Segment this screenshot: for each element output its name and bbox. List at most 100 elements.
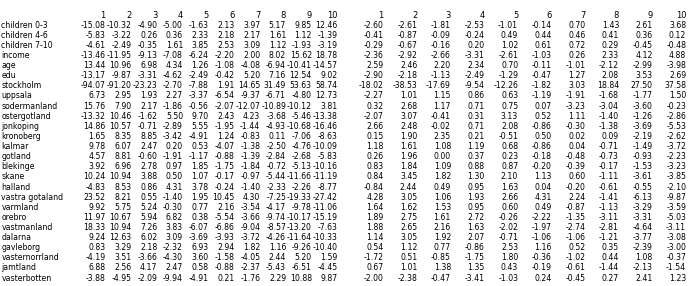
Text: 0.58: 0.58 xyxy=(192,263,209,273)
Text: -2.53: -2.53 xyxy=(464,21,484,30)
Text: 9.78: 9.78 xyxy=(89,142,105,151)
Text: -3.66: -3.66 xyxy=(240,213,260,222)
Text: 6.73: 6.73 xyxy=(89,92,105,100)
Text: -4.64: -4.64 xyxy=(633,223,652,232)
Text: -4.62: -4.62 xyxy=(163,71,183,80)
Text: -11.64: -11.64 xyxy=(287,233,312,242)
Text: 1.09: 1.09 xyxy=(433,162,451,171)
Text: 2.69: 2.69 xyxy=(669,71,686,80)
Text: -2.18: -2.18 xyxy=(398,71,418,80)
Text: 18.78: 18.78 xyxy=(316,51,338,60)
Text: 1.53: 1.53 xyxy=(433,203,451,212)
Text: -2.19: -2.19 xyxy=(633,132,652,141)
Text: 0.37: 0.37 xyxy=(467,152,484,161)
Text: 0.50: 0.50 xyxy=(166,172,183,181)
Text: -0.17: -0.17 xyxy=(214,172,234,181)
Text: -2.26: -2.26 xyxy=(292,182,312,192)
Text: -1.76: -1.76 xyxy=(240,274,260,283)
Text: 5.50: 5.50 xyxy=(166,112,183,121)
Text: 1.89: 1.89 xyxy=(367,213,384,222)
Text: -13.17: -13.17 xyxy=(81,71,105,80)
Text: -2.13: -2.13 xyxy=(633,263,652,273)
Text: -1.06: -1.06 xyxy=(566,233,586,242)
Text: -4.95: -4.95 xyxy=(112,274,132,283)
Text: 0.26: 0.26 xyxy=(367,152,384,161)
Text: -13.32: -13.32 xyxy=(81,112,105,121)
Text: 1.19: 1.19 xyxy=(467,142,484,151)
Text: -2.20: -2.20 xyxy=(215,51,234,60)
Text: children 7-10: children 7-10 xyxy=(1,41,53,50)
Text: -8.57: -8.57 xyxy=(266,223,286,232)
Text: -6.51: -6.51 xyxy=(292,263,312,273)
Text: -3.31: -3.31 xyxy=(137,71,157,80)
Text: 1.90: 1.90 xyxy=(400,132,418,141)
Text: -1.29: -1.29 xyxy=(498,71,518,80)
Text: 2.59: 2.59 xyxy=(367,61,384,70)
Text: -2.61: -2.61 xyxy=(498,51,518,60)
Text: -4.30: -4.30 xyxy=(163,253,183,262)
Text: jamtland: jamtland xyxy=(1,263,37,273)
Text: -3.72: -3.72 xyxy=(666,142,686,151)
Text: edu: edu xyxy=(1,71,16,80)
Text: 2.65: 2.65 xyxy=(400,223,418,232)
Text: -6.07: -6.07 xyxy=(189,223,209,232)
Text: -4.91: -4.91 xyxy=(189,274,209,283)
Text: -1.19: -1.19 xyxy=(532,92,552,100)
Text: -4.17: -4.17 xyxy=(266,203,286,212)
Text: 9.87: 9.87 xyxy=(320,274,338,283)
Text: -1.62: -1.62 xyxy=(137,112,157,121)
Text: -9.74: -9.74 xyxy=(266,213,286,222)
Text: 8: 8 xyxy=(280,11,286,19)
Text: -0.48: -0.48 xyxy=(566,152,586,161)
Text: -3.66: -3.66 xyxy=(137,253,157,262)
Text: -1.58: -1.58 xyxy=(214,253,234,262)
Text: -1.13: -1.13 xyxy=(431,71,451,80)
Text: 5.24: 5.24 xyxy=(140,203,157,212)
Text: 0.49: 0.49 xyxy=(433,182,451,192)
Text: 18.33: 18.33 xyxy=(83,223,105,232)
Text: 58.74: 58.74 xyxy=(316,82,338,90)
Text: -0.02: -0.02 xyxy=(431,122,451,131)
Text: -23.23: -23.23 xyxy=(132,82,157,90)
Text: -0.47: -0.47 xyxy=(431,274,451,283)
Text: -3.54: -3.54 xyxy=(240,203,260,212)
Text: 2: 2 xyxy=(412,11,418,19)
Text: -4.61: -4.61 xyxy=(85,41,105,50)
Text: -1.21: -1.21 xyxy=(599,233,619,242)
Text: -1.75: -1.75 xyxy=(464,253,484,262)
Text: -1.91: -1.91 xyxy=(163,152,183,161)
Text: -3.85: -3.85 xyxy=(666,172,686,181)
Text: 3.51: 3.51 xyxy=(114,253,132,262)
Text: 1.24: 1.24 xyxy=(217,132,234,141)
Text: -3.08: -3.08 xyxy=(666,233,686,242)
Text: -0.23: -0.23 xyxy=(666,102,686,111)
Text: -1.02: -1.02 xyxy=(566,253,586,262)
Text: -0.41: -0.41 xyxy=(431,112,451,121)
Text: jonkoping: jonkoping xyxy=(1,122,39,131)
Text: 4.30: 4.30 xyxy=(243,193,260,202)
Text: 1.61: 1.61 xyxy=(269,31,286,40)
Text: 4.31: 4.31 xyxy=(165,182,183,192)
Text: -38.53: -38.53 xyxy=(393,82,418,90)
Text: 2.46: 2.46 xyxy=(400,61,418,70)
Text: 9: 9 xyxy=(648,11,652,19)
Text: 4.57: 4.57 xyxy=(88,152,105,161)
Text: 0.51: 0.51 xyxy=(400,253,418,262)
Text: 0.38: 0.38 xyxy=(192,213,209,222)
Text: -1.13: -1.13 xyxy=(599,203,619,212)
Text: sodermanland: sodermanland xyxy=(1,102,58,111)
Text: 6.02: 6.02 xyxy=(140,233,157,242)
Text: -1.40: -1.40 xyxy=(599,112,619,121)
Text: 0.44: 0.44 xyxy=(535,31,552,40)
Text: -4.26: -4.26 xyxy=(266,233,286,242)
Text: 1.93: 1.93 xyxy=(140,92,157,100)
Text: 8.53: 8.53 xyxy=(114,182,132,192)
Text: -4.93: -4.93 xyxy=(266,122,286,131)
Text: -9.13: -9.13 xyxy=(137,51,157,60)
Text: ostergotland: ostergotland xyxy=(1,112,51,121)
Text: 1.62: 1.62 xyxy=(400,203,418,212)
Text: 6.88: 6.88 xyxy=(89,263,105,273)
Text: -2.23: -2.23 xyxy=(666,152,686,161)
Text: -0.93: -0.93 xyxy=(633,152,652,161)
Text: 0.86: 0.86 xyxy=(467,92,484,100)
